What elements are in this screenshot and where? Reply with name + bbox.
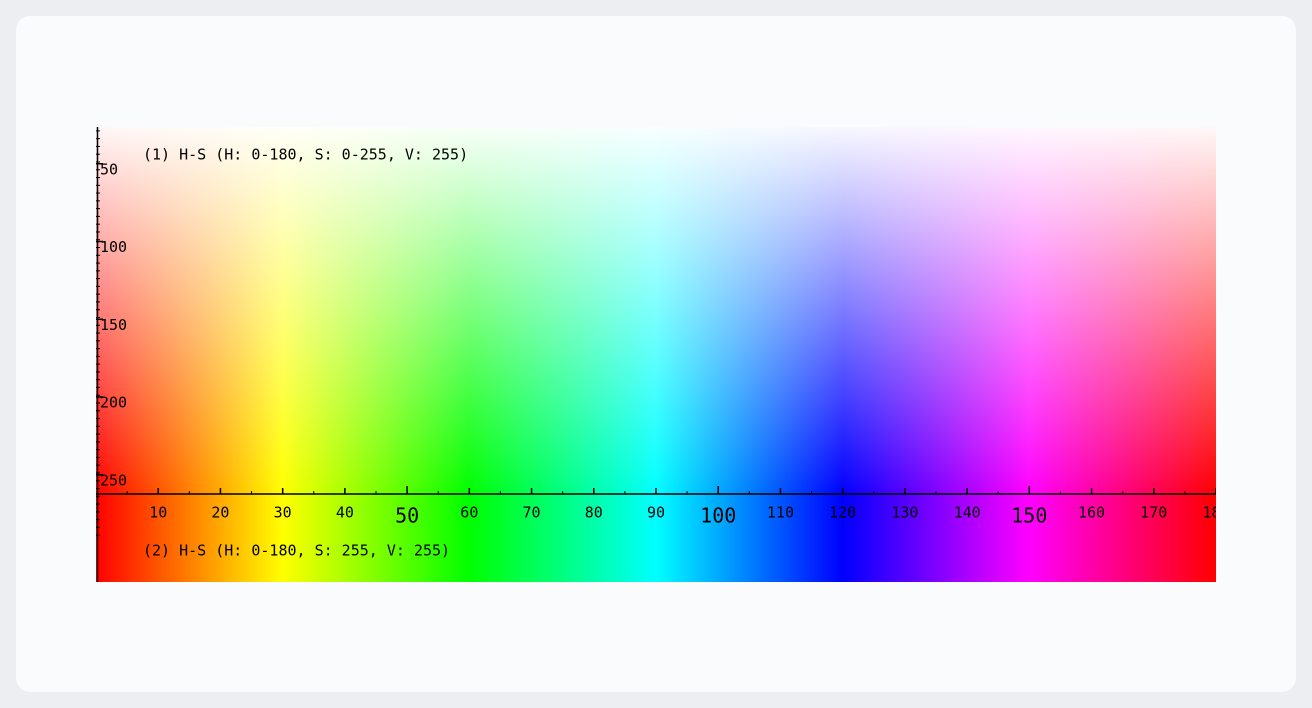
x-tick-label: 10 — [149, 504, 167, 522]
x-tick-label: 40 — [336, 504, 354, 522]
saturation-overlay — [96, 127, 1216, 494]
x-tick-label: 60 — [460, 504, 478, 522]
x-tick-label: 100 — [700, 504, 736, 528]
x-tick-label: 30 — [274, 504, 292, 522]
caption-top: (1) H-S (H: 0-180, S: 0-255, V: 255) — [143, 146, 468, 164]
y-tick-label: 50 — [100, 160, 118, 178]
x-tick-label: 180 — [1202, 504, 1216, 522]
x-tick-label: 140 — [954, 504, 981, 522]
x-tick-label: 120 — [829, 504, 856, 522]
y-tick-label: 100 — [100, 238, 127, 256]
x-tick-label: 50 — [395, 504, 419, 528]
hs-image: (1) H-S (H: 0-180, S: 0-255, V: 255) (2)… — [96, 127, 1216, 582]
x-tick-label: 110 — [767, 504, 794, 522]
x-tick-label: 170 — [1140, 504, 1167, 522]
x-tick-label: 130 — [891, 504, 918, 522]
x-tick-label: 150 — [1011, 504, 1047, 528]
x-tick-label: 70 — [523, 504, 541, 522]
y-tick-label: 200 — [100, 394, 127, 412]
y-tick-label: 250 — [100, 471, 127, 489]
x-tick-label: 90 — [647, 504, 665, 522]
y-tick-label: 150 — [100, 316, 127, 334]
x-tick-label: 160 — [1078, 504, 1105, 522]
x-tick-label: 80 — [585, 504, 603, 522]
caption-bottom: (2) H-S (H: 0-180, S: 255, V: 255) — [143, 542, 450, 560]
x-tick-label: 20 — [211, 504, 229, 522]
